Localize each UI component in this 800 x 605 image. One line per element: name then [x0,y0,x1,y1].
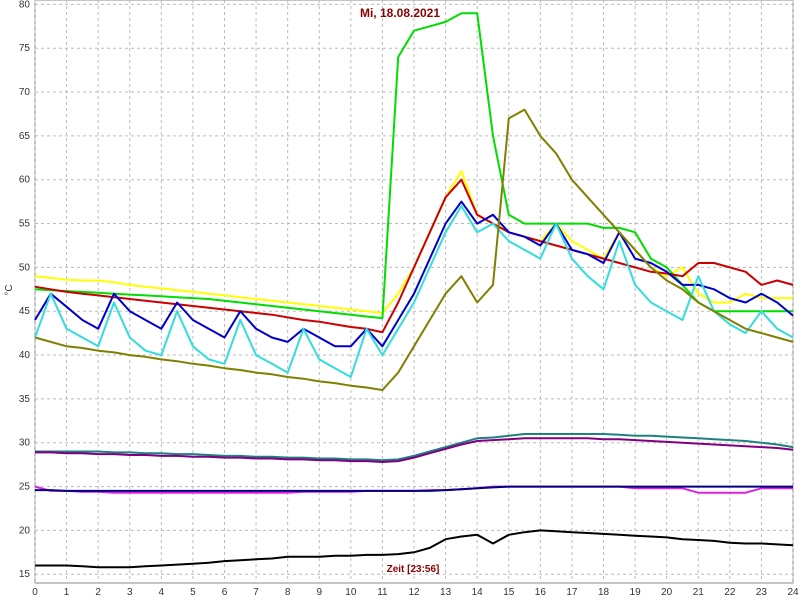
x-tick-label: 3 [127,587,133,598]
y-tick-label: 35 [19,394,31,405]
x-tick-label: 24 [787,587,799,598]
x-tick-label: 7 [253,587,259,598]
x-tick-label: 1 [64,587,70,598]
x-tick-label: 6 [222,587,228,598]
x-tick-label: 21 [693,587,705,598]
series-line [35,529,794,569]
y-tick-label: 70 [19,87,31,98]
x-tick-label: 12 [408,587,420,598]
y-tick-label: 15 [19,569,31,580]
x-tick-label: 2 [95,587,101,598]
x-tick-label: 16 [535,587,547,598]
y-tick-label: 80 [19,0,31,10]
series-line [34,200,794,348]
y-tick-label: 50 [19,262,31,273]
x-tick-label: 8 [285,587,291,598]
x-tick-label: 17 [566,587,578,598]
y-tick-label: 65 [19,131,31,142]
y-tick-label: 55 [19,219,31,230]
x-axis-label: Zeit [23:56] [387,564,440,575]
x-tick-label: 15 [503,587,515,598]
x-tick-label: 19 [630,587,642,598]
x-tick-label: 0 [32,587,38,598]
x-tick-label: 4 [159,587,165,598]
series-line [35,433,794,462]
series-line [35,437,794,463]
x-tick-label: 18 [598,587,610,598]
x-tick-label: 23 [756,587,768,598]
x-tick-label: 10 [345,587,357,598]
series-line [34,108,794,392]
y-tick-label: 40 [19,350,31,361]
x-tick-label: 9 [316,587,322,598]
series-line [34,12,793,320]
y-axis-label: °C [4,284,15,295]
series-line [35,485,793,492]
series-line [34,178,794,334]
y-tick-label: 30 [19,438,31,449]
x-tick-label: 20 [661,587,673,598]
y-tick-label: 45 [19,306,31,317]
x-tick-label: 5 [190,587,196,598]
x-tick-label: 22 [724,587,736,598]
x-tick-label: 13 [440,587,452,598]
y-tick-label: 60 [19,175,31,186]
y-tick-label: 75 [19,43,31,54]
x-tick-label: 11 [377,587,388,598]
y-tick-label: 25 [19,482,31,493]
chart-title: Mi, 18.08.2021 [360,6,440,20]
series-line [34,205,794,378]
x-tick-label: 14 [472,587,484,598]
y-tick-label: 20 [19,525,31,536]
